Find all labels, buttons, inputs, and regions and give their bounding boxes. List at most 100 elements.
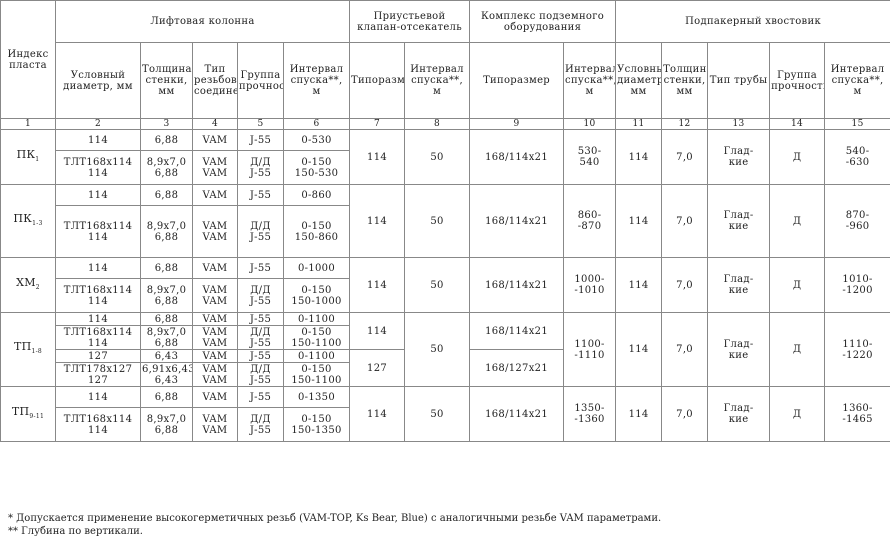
col-num: 15 <box>824 118 890 130</box>
cell-thread: VAM <box>192 312 238 326</box>
cell-cx-int: 530- 540 <box>563 129 617 185</box>
cell-t-pipe: Глад- кие <box>707 257 771 313</box>
cell-t-group: Д <box>769 184 826 258</box>
cell-interval: 0-150 150-530 <box>282 150 351 185</box>
cell-diam: 114 <box>55 129 141 151</box>
col-cx-size: Типоразмер <box>469 42 565 119</box>
col-valve-int: Интервал спуска**, м <box>404 42 471 119</box>
index-main: ПК <box>13 211 33 225</box>
cell-diam: ТЛТ168х114 114 <box>55 205 141 258</box>
cell-interval: 0-530 <box>282 129 351 151</box>
cell-interval: 0-150 150-1350 <box>282 407 351 442</box>
table-row: 127 6,43 VAM J-55 0-1100 127 168/127х21 <box>1 349 890 387</box>
cell-diam: 114 <box>55 184 141 206</box>
cell-thread: VAM VAM <box>192 205 238 258</box>
cell-group: Д/Д J-55 <box>237 205 284 258</box>
footnote: ** Глубина по вертикали. <box>8 526 143 537</box>
col-num: 13 <box>707 118 771 130</box>
cell-cx-size: 168/114х21 <box>469 184 565 258</box>
cell-thread: VAM VAM <box>192 362 238 387</box>
cell-diam: 127 <box>55 349 141 363</box>
table-row: ТЛТ178х127 127 6,91х6,43 6,43 VAM VAM Д/Д J… <box>1 362 890 387</box>
cell-valve-size: 114 <box>349 129 406 185</box>
cell-cx-size: 168/114х21 <box>469 129 565 185</box>
equipment-table: Индекс пласта Лифтовая колонна Приустьев… <box>0 0 890 442</box>
col-t-wall: Толщина стенки, мм <box>661 42 709 119</box>
cell-interval: 0-150 150-1000 <box>282 278 351 313</box>
cell-t-diam: 114 <box>615 312 663 387</box>
cell-interval: 0-150 150-860 <box>282 205 351 258</box>
cell-t-group: Д <box>769 129 826 185</box>
footnote: * Допускается применение высокогерметичн… <box>8 513 662 524</box>
cell-valve-int: 50 <box>404 129 471 185</box>
table-row: ТЛТ168х114 114 8,9х7,0 6,88 VAM VAM Д/Д J-5… <box>1 325 890 350</box>
cell-diam: ТЛТ168х114 114 <box>55 150 141 185</box>
cell-diam: ТЛТ168х114 114 <box>55 325 141 350</box>
cell-thread: VAM <box>192 386 238 408</box>
footnotes: * Допускается применение высокогерметичн… <box>8 512 661 538</box>
cell-t-wall: 7,0 <box>661 257 709 313</box>
index-sub: 9-11 <box>29 413 45 421</box>
table-row: ПК1 114 6,88 VAM J-55 0-530 114 50 168/114х21 530… <box>0 129 890 185</box>
cell-interval: 0-150 150-1100 <box>282 362 351 387</box>
cell-valve-size: 127 <box>349 349 406 387</box>
cell-cx-int: 860- -870 <box>563 184 617 258</box>
cell-thread: VAM <box>192 349 238 363</box>
cell-thread: VAM VAM <box>192 150 238 185</box>
cell-group: J-55 <box>237 386 284 408</box>
cell-thread: VAM <box>192 257 238 279</box>
cell-thread: VAM <box>192 129 238 151</box>
header-lift-column: Лифтовая колонна <box>54 0 351 43</box>
index-sub: 1-8 <box>31 348 43 356</box>
header-packer-tail: Подпакерный хвостовик <box>615 0 890 43</box>
cell-group: Д/Д J-55 <box>237 150 284 185</box>
cell-wall: 6,91х6,43 6,43 <box>140 362 193 387</box>
cell-diam: 114 <box>55 257 141 279</box>
col-num: 14 <box>769 118 826 130</box>
col-t-int: Интервал спуска**, м <box>824 42 890 119</box>
header-valve: Приустьевой клапан-отсекатель <box>349 0 471 43</box>
cell-t-diam: 114 <box>615 184 663 258</box>
cell-thread: VAM VAM <box>192 407 238 442</box>
col-num: 4 <box>192 118 238 130</box>
cell-valve-size: 114 <box>349 386 406 442</box>
cell-wall: 8,9х7,0 6,88 <box>140 407 193 442</box>
col-interval: Интервал спуска**, м <box>282 42 351 119</box>
cell-cx-int: 1350- -1360 <box>563 386 617 442</box>
col-t-pipe: Тип трубы <box>707 42 771 119</box>
cell-t-int: 1360- -1465 <box>824 386 890 442</box>
col-group: Группа прочности <box>237 42 284 119</box>
plast-index: ПК1 <box>0 129 56 185</box>
cell-t-diam: 114 <box>615 129 663 185</box>
cell-t-diam: 114 <box>615 386 663 442</box>
plast-index: ТП9-11 <box>0 386 56 442</box>
cell-t-pipe: Глад- кие <box>707 386 771 442</box>
col-num: 11 <box>615 118 663 130</box>
cell-t-group: Д <box>769 386 826 442</box>
table-row: ХМ2 114 6,88 VAM J-55 0-1000 114 50 168/114х21 10… <box>0 257 890 313</box>
cell-cx-int: 1100- -1110 <box>563 312 617 387</box>
plast-index: ТП1-8 <box>0 312 56 387</box>
cell-wall: 8,9х7,0 6,88 <box>140 150 193 185</box>
col-num: 8 <box>404 118 471 130</box>
col-t-group: Группа прочности <box>769 42 826 119</box>
col-valve-size: Типоразмер <box>349 42 406 119</box>
col-diam: Условный диаметр, мм <box>55 42 141 119</box>
plast-index: ХМ2 <box>0 257 56 313</box>
cell-group: J-55 <box>237 184 284 206</box>
cell-group: J-55 <box>237 312 284 326</box>
cell-group: Д/Д J-55 <box>237 325 284 350</box>
cell-wall: 8,9х7,0 6,88 <box>140 205 193 258</box>
index-main: ХМ <box>16 275 36 289</box>
header-complex: Комплекс подземного оборудования <box>469 0 617 43</box>
cell-cx-size: 168/114х21 <box>469 386 565 442</box>
cell-diam: ТЛТ168х114 114 <box>55 278 141 313</box>
table-row: ТЛТ168х114 114 8,9х7,0 6,88 VAM VAM Д/Д J-5… <box>1 278 890 313</box>
cell-cx-size: 168/114х21 <box>469 257 565 313</box>
cell-group: Д/Д J-55 <box>237 407 284 442</box>
col-num: 9 <box>469 118 565 130</box>
cell-t-int: 540- -630 <box>824 129 890 185</box>
index-sub: 1 <box>35 156 40 164</box>
cell-interval: 0-1000 <box>282 257 351 279</box>
cell-t-pipe: Глад- кие <box>707 312 771 387</box>
